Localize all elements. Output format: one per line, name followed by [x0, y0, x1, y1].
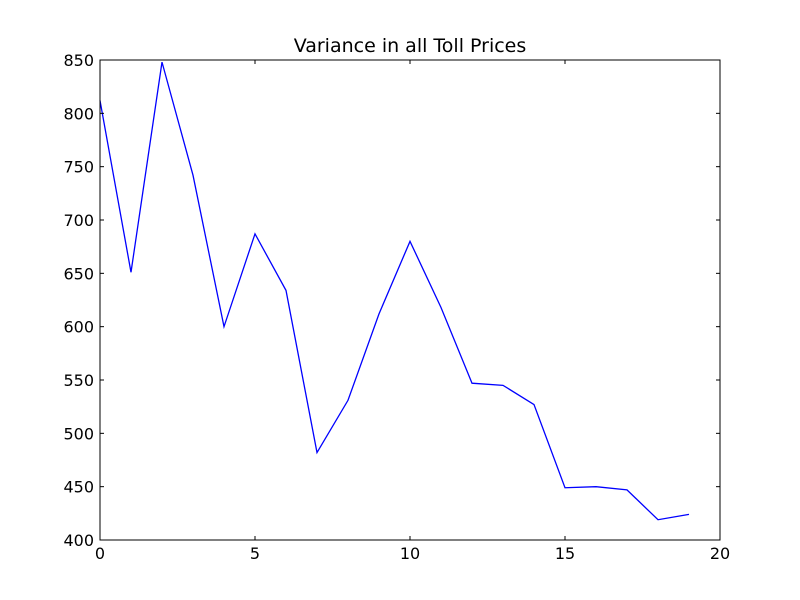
- x-tick-label: 20: [710, 544, 730, 563]
- x-tick-label: 10: [400, 544, 420, 563]
- y-tick-label: 750: [63, 158, 94, 177]
- chart-title: Variance in all Toll Prices: [294, 35, 527, 57]
- x-tick-label: 0: [95, 544, 105, 563]
- plot-frame: [99, 59, 721, 541]
- y-tick-label: 600: [63, 318, 94, 337]
- y-tick-label: 450: [63, 478, 94, 497]
- series-line: [99, 61, 690, 521]
- x-tick-label: 15: [555, 544, 575, 563]
- y-tick-label: 650: [63, 264, 94, 283]
- y-tick-label: 800: [63, 104, 94, 123]
- y-tick-label: 550: [63, 371, 94, 390]
- y-tick-label: 700: [63, 211, 94, 230]
- series-layer: [99, 61, 690, 521]
- y-tick-label: 400: [63, 531, 94, 550]
- tick-layer: 0 5 10 15 20 400 450 500 550 600 650 700 750 800 850: [63, 51, 730, 563]
- y-tick-label: 850: [63, 51, 94, 70]
- x-tick-label: 5: [250, 544, 260, 563]
- y-tick-label: 500: [63, 424, 94, 443]
